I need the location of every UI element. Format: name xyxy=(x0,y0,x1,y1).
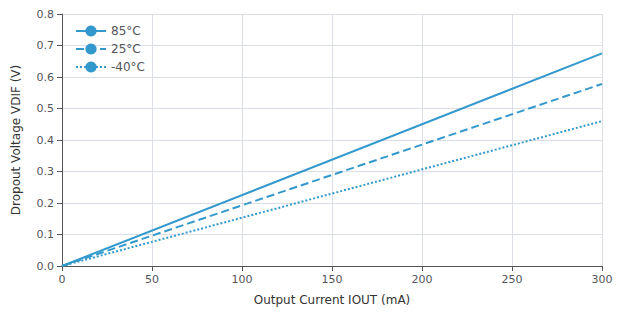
svg-text:Output Current IOUT (mA): Output Current IOUT (mA) xyxy=(254,293,411,307)
svg-text:50: 50 xyxy=(145,273,159,286)
svg-text:0: 0 xyxy=(59,273,66,286)
svg-text:85°C: 85°C xyxy=(111,24,141,38)
svg-text:0.1: 0.1 xyxy=(37,228,55,241)
svg-text:-40°C: -40°C xyxy=(111,60,145,74)
svg-text:200: 200 xyxy=(412,273,433,286)
svg-text:Dropout Voltage VDIF (V): Dropout Voltage VDIF (V) xyxy=(9,65,23,215)
svg-text:0.5: 0.5 xyxy=(37,102,55,115)
svg-text:150: 150 xyxy=(322,273,343,286)
svg-text:25°C: 25°C xyxy=(111,42,141,56)
svg-text:0.3: 0.3 xyxy=(37,165,55,178)
svg-text:0.4: 0.4 xyxy=(37,134,55,147)
svg-text:0.0: 0.0 xyxy=(37,260,55,273)
svg-text:100: 100 xyxy=(232,273,253,286)
svg-text:250: 250 xyxy=(502,273,523,286)
svg-text:0.2: 0.2 xyxy=(37,197,55,210)
svg-text:300: 300 xyxy=(592,273,613,286)
svg-text:0.6: 0.6 xyxy=(37,71,55,84)
svg-text:0.8: 0.8 xyxy=(37,8,55,21)
svg-text:0.7: 0.7 xyxy=(37,39,55,52)
